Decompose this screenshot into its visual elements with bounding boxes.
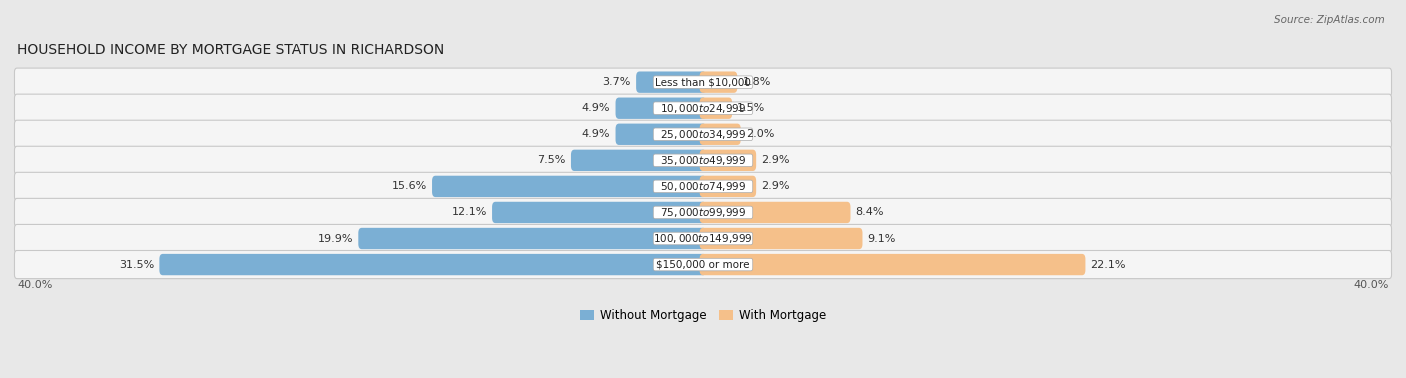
FancyBboxPatch shape	[14, 146, 1392, 174]
Text: $35,000 to $49,999: $35,000 to $49,999	[659, 154, 747, 167]
FancyBboxPatch shape	[492, 202, 706, 223]
Text: 9.1%: 9.1%	[868, 234, 896, 243]
Text: 3.7%: 3.7%	[603, 77, 631, 87]
Text: 1.5%: 1.5%	[737, 103, 765, 113]
FancyBboxPatch shape	[700, 71, 737, 93]
FancyBboxPatch shape	[359, 228, 706, 249]
Text: 40.0%: 40.0%	[1354, 280, 1389, 290]
Text: $75,000 to $99,999: $75,000 to $99,999	[659, 206, 747, 219]
FancyBboxPatch shape	[636, 71, 706, 93]
Text: 15.6%: 15.6%	[392, 181, 427, 191]
Text: 12.1%: 12.1%	[451, 208, 486, 217]
FancyBboxPatch shape	[14, 172, 1392, 200]
FancyBboxPatch shape	[700, 176, 756, 197]
Text: 22.1%: 22.1%	[1091, 260, 1126, 270]
FancyBboxPatch shape	[700, 202, 851, 223]
Text: 2.9%: 2.9%	[761, 155, 790, 165]
FancyBboxPatch shape	[700, 98, 733, 119]
FancyBboxPatch shape	[14, 68, 1392, 96]
FancyBboxPatch shape	[654, 76, 752, 88]
FancyBboxPatch shape	[571, 150, 706, 171]
Text: Less than $10,000: Less than $10,000	[655, 77, 751, 87]
FancyBboxPatch shape	[700, 254, 1085, 275]
FancyBboxPatch shape	[14, 251, 1392, 279]
Text: 4.9%: 4.9%	[582, 129, 610, 139]
Text: 8.4%: 8.4%	[856, 208, 884, 217]
FancyBboxPatch shape	[616, 124, 706, 145]
FancyBboxPatch shape	[14, 94, 1392, 122]
Text: $100,000 to $149,999: $100,000 to $149,999	[654, 232, 752, 245]
Text: Source: ZipAtlas.com: Source: ZipAtlas.com	[1274, 15, 1385, 25]
FancyBboxPatch shape	[14, 120, 1392, 148]
Text: $150,000 or more: $150,000 or more	[657, 260, 749, 270]
Text: $50,000 to $74,999: $50,000 to $74,999	[659, 180, 747, 193]
Text: 4.9%: 4.9%	[582, 103, 610, 113]
FancyBboxPatch shape	[654, 102, 752, 115]
FancyBboxPatch shape	[654, 128, 752, 141]
Text: 2.0%: 2.0%	[745, 129, 775, 139]
FancyBboxPatch shape	[700, 124, 741, 145]
FancyBboxPatch shape	[654, 206, 752, 219]
FancyBboxPatch shape	[654, 258, 752, 271]
FancyBboxPatch shape	[700, 150, 756, 171]
FancyBboxPatch shape	[654, 154, 752, 167]
FancyBboxPatch shape	[432, 176, 706, 197]
FancyBboxPatch shape	[654, 180, 752, 193]
Text: HOUSEHOLD INCOME BY MORTGAGE STATUS IN RICHARDSON: HOUSEHOLD INCOME BY MORTGAGE STATUS IN R…	[17, 43, 444, 57]
Text: $25,000 to $34,999: $25,000 to $34,999	[659, 128, 747, 141]
Text: 7.5%: 7.5%	[537, 155, 565, 165]
FancyBboxPatch shape	[654, 232, 752, 245]
FancyBboxPatch shape	[159, 254, 706, 275]
FancyBboxPatch shape	[14, 225, 1392, 253]
Text: $10,000 to $24,999: $10,000 to $24,999	[659, 102, 747, 115]
FancyBboxPatch shape	[700, 228, 862, 249]
Text: 19.9%: 19.9%	[318, 234, 353, 243]
Legend: Without Mortgage, With Mortgage: Without Mortgage, With Mortgage	[575, 305, 831, 327]
Text: 2.9%: 2.9%	[761, 181, 790, 191]
FancyBboxPatch shape	[616, 98, 706, 119]
FancyBboxPatch shape	[14, 198, 1392, 226]
Text: 31.5%: 31.5%	[120, 260, 155, 270]
Text: 40.0%: 40.0%	[17, 280, 52, 290]
Text: 1.8%: 1.8%	[742, 77, 770, 87]
